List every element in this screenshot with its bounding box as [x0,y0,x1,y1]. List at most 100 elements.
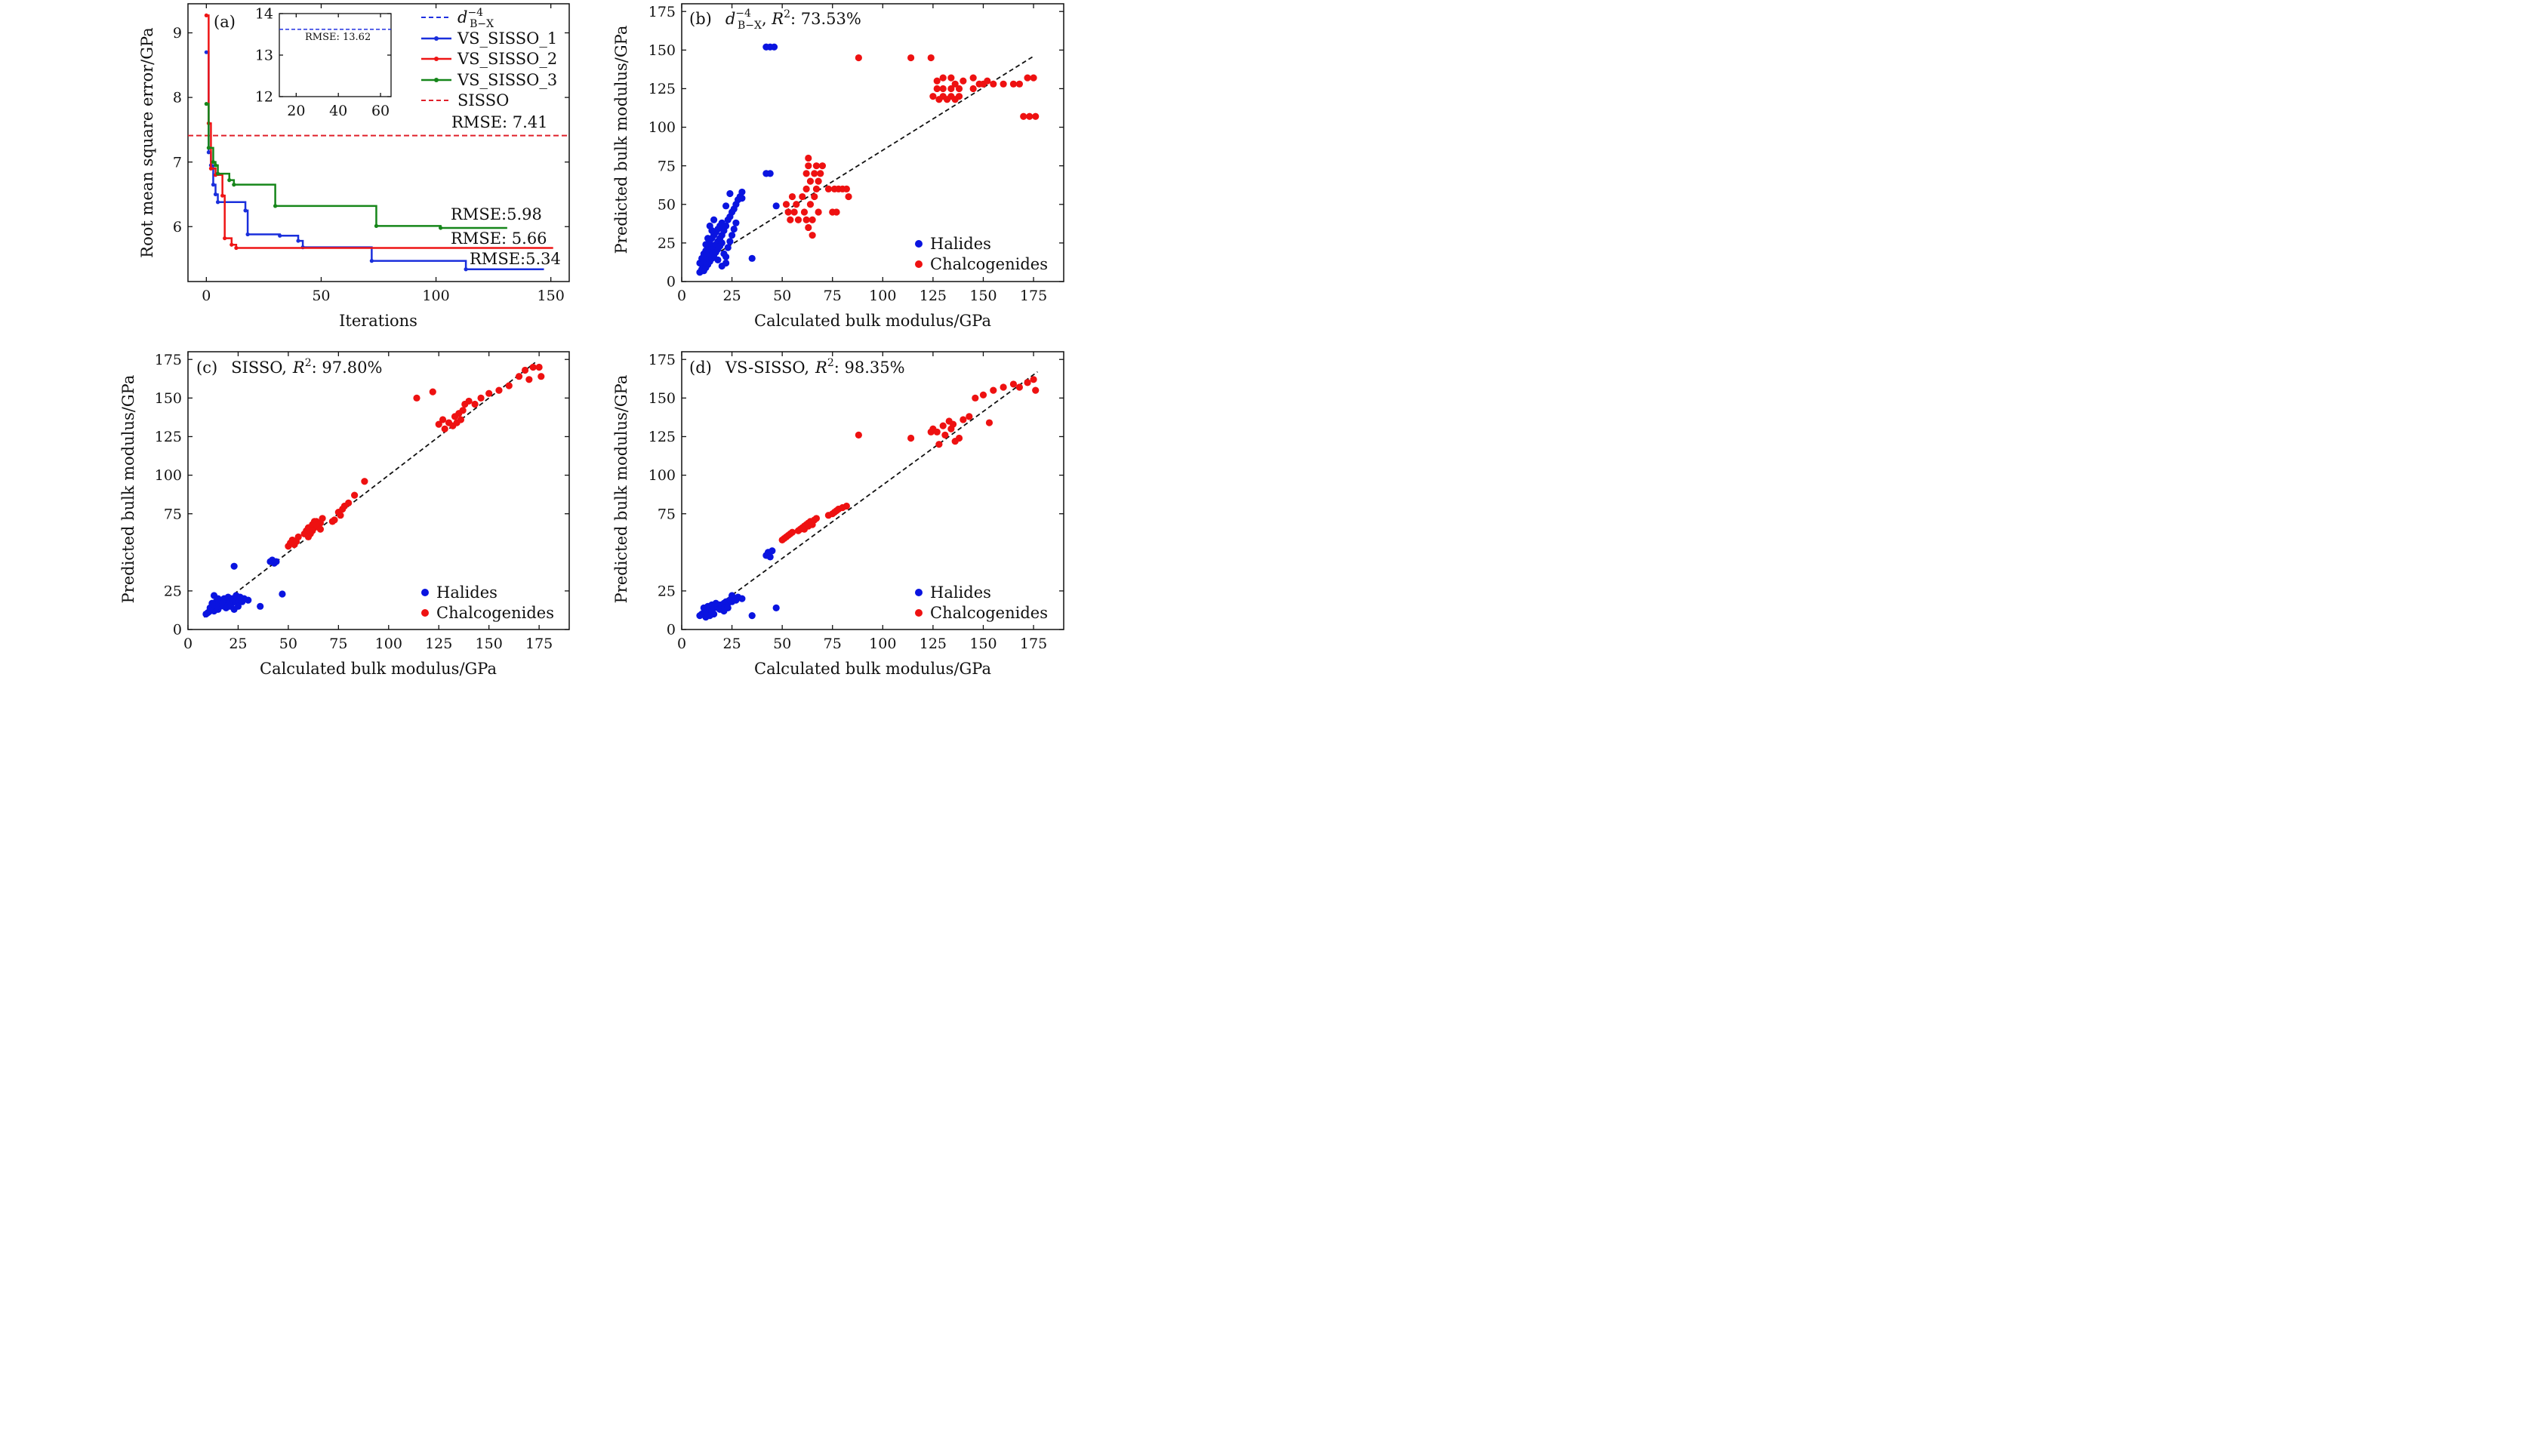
chalcogenide-point [802,170,810,177]
chalcogenide-point [933,77,941,85]
chalcogenide-point [799,192,806,201]
series-vs1-point [243,208,248,213]
chalcogenide-point [812,185,821,192]
panel-b-ytick-label-100: 100 [648,119,676,136]
chalcogenide-point [459,407,467,414]
panel-d-title: (d) VS-SISSO, R2: 98.35% [689,357,905,377]
panel-a-xlabel: Iterations [339,312,417,330]
chalcogenide-point [1030,74,1037,82]
panel-c-xtick-label-100: 100 [375,636,402,652]
chalcogenide-point [485,389,493,397]
chalcogenide-point [535,363,543,371]
halide-point [230,562,238,570]
chalcogenide-point [855,54,862,62]
annotation-sisso-rmse: RMSE: 7.41 [451,113,548,131]
halide-point [726,189,734,198]
series-vs1-point [296,239,300,243]
chalcogenide-point [1026,112,1034,120]
inset-xtick-label-40: 40 [329,103,347,119]
panel-a-xtick-label-50: 50 [312,288,330,304]
panel-d-xtick-label-0: 0 [677,636,686,652]
chalcogenide-point [815,208,822,216]
panel-c-xtick-label-25: 25 [229,636,247,652]
panel-d-frame [681,351,1064,630]
chalcogenide-point [969,85,977,93]
panel-b-title: (b) d−4 B−X, R2: 73.53% [689,8,861,32]
legend-vs1-label: VS_SISSO_1 [457,29,557,48]
panel-d-xtick-label-100: 100 [869,636,896,652]
chalcogenide-point [1000,80,1007,88]
panel-c-xtick-label-0: 0 [183,636,193,652]
panel-b: 0 25 50 75 100 125 150 175 0 25 50 75 100 125 150 175 (… [612,3,1064,330]
chalcogenide-point [495,386,503,394]
panel-c-marks [202,362,545,618]
chalcogenide-point [969,74,977,82]
panel-c-xtick-label-75: 75 [329,636,347,652]
chalcogenide-point [979,391,987,399]
panel-d-ylabel: Predicted bulk modulus/GPa [612,375,630,604]
chalcogenide-point [990,386,997,394]
panel-b-xtick-label-175: 175 [1020,288,1047,304]
chalcogenide-point [824,185,833,192]
chalcogenide-point [809,216,816,223]
halide-point [726,238,734,245]
series-vs3-point [204,102,208,106]
panel-b-xlabel: Calculated bulk modulus/GPa [754,312,991,330]
chalcogenide-point [939,422,947,429]
halide-point [706,222,713,229]
chalcogenide-point [955,85,963,93]
panel-d-ytick-label-75: 75 [658,506,676,522]
legend-c-chalc-marker [421,609,429,617]
panel-c-xtick-label-50: 50 [279,636,297,652]
chalcogenide-point [949,420,957,428]
inset-xtick-label-60: 60 [371,103,390,119]
annotation-vs2-rmse: RMSE: 5.66 [451,229,547,248]
chalcogenide-point [1015,383,1024,391]
panel-a-frame [187,3,570,282]
chalcogenide-point [806,201,815,208]
legend-vs2-label: VS_SISSO_2 [457,50,557,68]
halide-point [245,596,252,604]
legend-d-chalc-marker [915,609,923,617]
series-vs3-point [273,204,278,208]
figure: 0 50 100 150 6 7 8 9 (a) Iterations Root mean s… [119,3,1064,678]
halide-point [769,547,776,555]
annotation-vs1-rmse: RMSE:5.34 [470,250,561,268]
chalcogenide-point [809,232,816,239]
chalcogenide-point [815,177,822,185]
halide-point [722,202,730,210]
legend-sisso-label: SISSO [457,91,509,109]
chalcogenide-point [294,533,302,540]
panel-c-xtick-label-125: 125 [425,636,452,652]
panel-b-ticks: 0 25 50 75 100 125 150 175 0 25 50 75 100 125 150 175 [648,4,1064,304]
panel-a-ytick-label-8: 8 [173,90,182,106]
chalcogenide-point [515,373,523,380]
inset-ytick-label-12: 12 [255,89,273,106]
panel-b-xtick-label-25: 25 [722,288,741,304]
halide-point [712,599,719,607]
panel-a-ytick-label-6: 6 [173,219,182,235]
chalcogenide-point [806,177,815,185]
inset-xtick-label-20: 20 [287,103,305,119]
panel-b-ylabel: Predicted bulk modulus/GPa [612,26,630,254]
chalcogenide-point [529,363,537,371]
inset-annotation: RMSE: 13.62 [305,32,371,43]
halide-point [748,254,756,262]
chalcogenide-point [788,192,796,201]
halide-point [730,225,738,233]
legend-vs2-marker [434,57,439,61]
series-vs1-point [213,192,218,197]
panel-a-xtick-label-150: 150 [538,288,565,304]
panel-b-xtick-label-50: 50 [773,288,791,304]
halide-point [718,239,725,247]
halide-point [738,188,746,196]
chalcogenide-point [955,434,963,442]
panel-b-ytick-label-25: 25 [658,235,676,252]
panel-a-legend: d−4 B−X VS_SISSO_1 VS_SISSO_2 VS_SISSO_3 … [421,7,557,109]
chalcogenide-point [1032,112,1040,120]
series-vs1-point [211,183,216,187]
chalcogenide-point [525,376,533,383]
panel-b-ytick-label-75: 75 [658,158,676,174]
legend-b-chalc-marker [915,260,923,268]
panel-c-title: (c) SISSO, R2: 97.80% [196,357,382,377]
